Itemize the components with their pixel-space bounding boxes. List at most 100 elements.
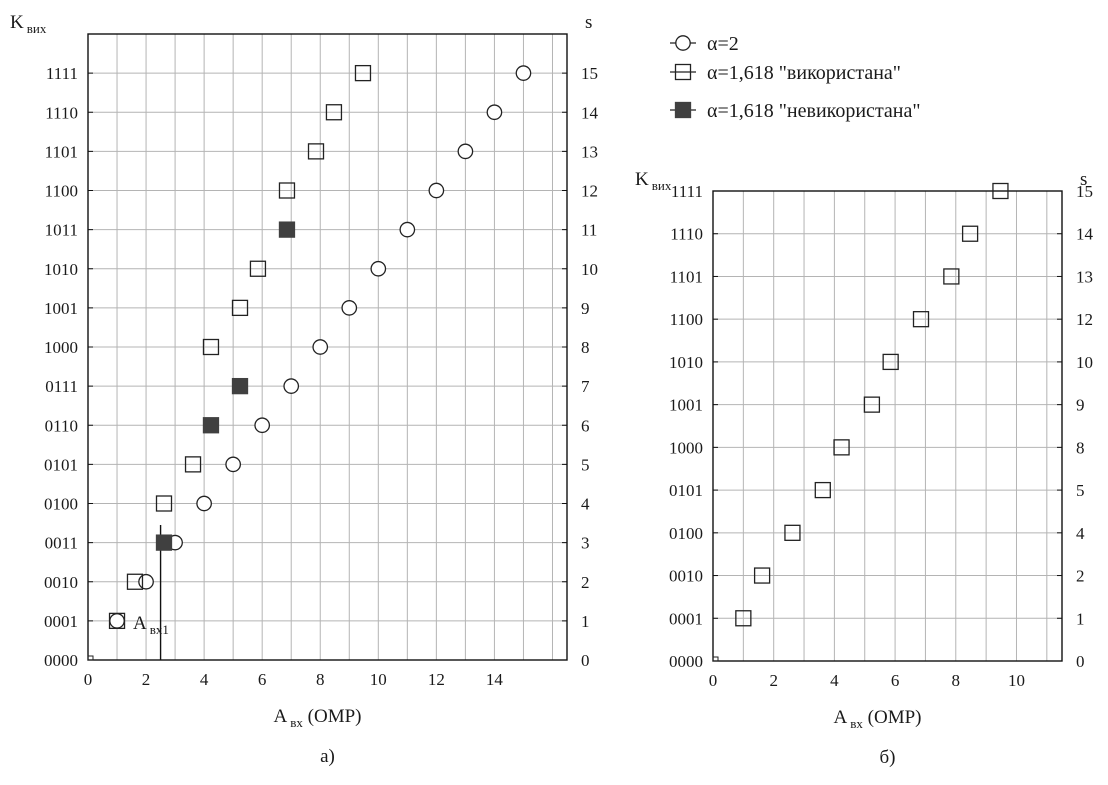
x-tick-label: 6 bbox=[258, 670, 267, 689]
right-tick-label: 9 bbox=[581, 299, 590, 318]
y-tick-label: 0100 bbox=[669, 524, 703, 543]
marker-origin bbox=[87, 655, 94, 661]
legend-label: α=2 bbox=[707, 33, 739, 55]
panel-label: а) bbox=[320, 746, 335, 767]
marker-square-open bbox=[278, 182, 296, 199]
right-tick-label: 10 bbox=[581, 260, 598, 279]
y-tick-label: 1110 bbox=[670, 225, 703, 244]
y-tick-label: 1001 bbox=[669, 396, 703, 415]
x-tick-label: 0 bbox=[84, 670, 93, 689]
marker-square-open bbox=[961, 225, 979, 242]
marker-square-open bbox=[674, 63, 692, 81]
right-tick-label: 5 bbox=[1076, 481, 1085, 500]
y-tick-label: 0010 bbox=[44, 573, 78, 592]
y-tick-label: 0000 bbox=[669, 652, 703, 671]
marker-circle bbox=[370, 260, 387, 277]
right-tick-label: 8 bbox=[1076, 438, 1085, 457]
right-tick-label: 4 bbox=[1076, 524, 1085, 543]
y-tick-label: 1011 bbox=[45, 221, 78, 240]
marker-circle bbox=[341, 300, 358, 316]
marker-square-filled bbox=[278, 221, 296, 238]
right-tick-label: 1 bbox=[1076, 609, 1085, 628]
marker-circle bbox=[138, 573, 154, 590]
marker-square-open bbox=[784, 524, 801, 541]
right-tick-label: 12 bbox=[1076, 310, 1093, 329]
marker-square-open bbox=[354, 64, 372, 82]
right-tick-label: 2 bbox=[1076, 567, 1085, 586]
marker-square-open bbox=[943, 268, 960, 285]
y-tick-label: 1110 bbox=[45, 103, 78, 122]
marker-square-open bbox=[992, 182, 1009, 200]
right-tick-label: 5 bbox=[581, 455, 590, 474]
plot-frame bbox=[712, 190, 1063, 662]
marker-square-open bbox=[863, 396, 881, 413]
marker-circle bbox=[486, 104, 503, 121]
marker-square-open bbox=[735, 610, 752, 627]
right-axis-label: s bbox=[1080, 169, 1087, 190]
y-tick-label: 1001 bbox=[44, 299, 78, 318]
legend-entry: α=1,618 "невикористана" bbox=[670, 100, 921, 122]
marker-circle bbox=[254, 417, 271, 434]
marker-square-open bbox=[126, 573, 144, 590]
legend: α=2 α=1,618 "використана" α=1,618 "невикор… bbox=[670, 33, 921, 122]
right-tick-label: 3 bbox=[581, 534, 590, 553]
right-tick-label: 15 bbox=[581, 64, 598, 83]
marker-origin bbox=[712, 656, 719, 662]
marker-square-open bbox=[184, 456, 202, 473]
legend-label: α=1,618 "невикористана" bbox=[707, 100, 921, 122]
y-tick-label: 1111 bbox=[46, 64, 78, 83]
x-tick-label: 10 bbox=[370, 670, 387, 689]
right-tick-label: 0 bbox=[1076, 652, 1085, 671]
y-tick-label: 1000 bbox=[669, 438, 703, 457]
x-tick-label: 14 bbox=[486, 670, 504, 689]
marker-circle bbox=[312, 339, 329, 355]
x-tick-label: 0 bbox=[709, 671, 718, 690]
y-tick-label: 1010 bbox=[44, 260, 78, 279]
y-tick-label: 0011 bbox=[45, 534, 78, 553]
right-tick-label: 15 bbox=[1076, 182, 1093, 201]
marker-square-open bbox=[307, 143, 325, 160]
y-tick-label: 1111 bbox=[671, 182, 703, 201]
y-tick-label: 0001 bbox=[44, 612, 78, 631]
right-tick-label: 1 bbox=[581, 612, 590, 631]
marker-square-open bbox=[814, 481, 831, 499]
right-tick-label: 6 bbox=[581, 416, 590, 435]
x-tick-label: 10 bbox=[1008, 671, 1025, 690]
marker-square-open bbox=[249, 260, 267, 277]
y-tick-label: 0101 bbox=[44, 455, 78, 474]
y-tick-label: 1101 bbox=[670, 267, 703, 286]
marker-square-open bbox=[108, 612, 126, 630]
marker-square-open bbox=[231, 299, 249, 317]
right-tick-label: 7 bbox=[581, 377, 590, 396]
chart-panel-0: 0000000100100011010001010110011110001001… bbox=[10, 12, 599, 767]
x-tick-label: 2 bbox=[142, 670, 151, 689]
right-tick-label: 9 bbox=[1076, 396, 1085, 415]
y-tick-label: 0111 bbox=[45, 377, 78, 396]
right-tick-label: 0 bbox=[581, 651, 590, 670]
marker-square-open bbox=[833, 439, 850, 456]
marker-circle bbox=[225, 456, 242, 473]
x-tick-label: 4 bbox=[200, 670, 209, 689]
x-tick-label: 8 bbox=[952, 671, 961, 690]
legend-label: α=1,618 "використана" bbox=[707, 62, 901, 84]
y-tick-label: 0001 bbox=[669, 609, 703, 628]
y-tick-label: 0110 bbox=[45, 416, 78, 435]
right-tick-label: 13 bbox=[581, 142, 598, 161]
marker-circle bbox=[515, 65, 532, 81]
chart-panel-1: 0000000100100100010110001001101011001101… bbox=[635, 169, 1094, 768]
y-tick-label: 0101 bbox=[669, 481, 703, 500]
panel-label: б) bbox=[880, 747, 896, 768]
y-tick-label: 1010 bbox=[669, 353, 703, 372]
marker-circle bbox=[196, 495, 212, 512]
right-tick-label: 8 bbox=[581, 338, 590, 357]
right-axis-label: s bbox=[585, 12, 592, 33]
x-tick-label: 4 bbox=[830, 671, 839, 690]
marker-circle bbox=[457, 143, 474, 160]
y-tick-label: 1000 bbox=[44, 338, 78, 357]
marker-square-open bbox=[912, 311, 930, 328]
